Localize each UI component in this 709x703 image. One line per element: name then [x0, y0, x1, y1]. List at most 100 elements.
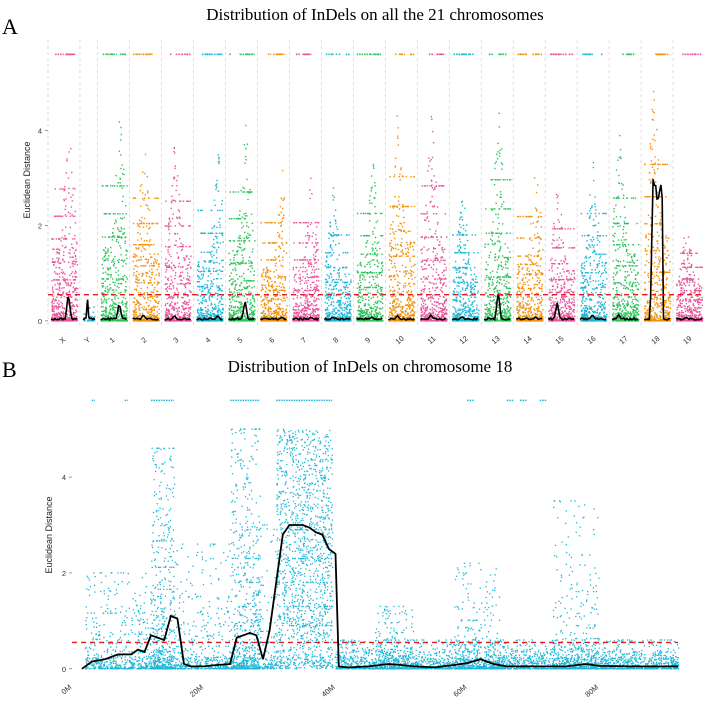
data-point [265, 291, 266, 292]
data-point [252, 251, 253, 252]
data-point [306, 295, 307, 296]
data-point [154, 259, 155, 260]
data-point [170, 276, 171, 277]
data-point [261, 275, 262, 276]
data-point [184, 260, 185, 261]
data-point [104, 315, 105, 316]
data-point [105, 247, 106, 248]
data-point [377, 220, 378, 221]
data-point [76, 311, 77, 312]
data-point [275, 265, 276, 266]
data-point [60, 240, 61, 241]
data-point [261, 312, 262, 313]
data-point [346, 286, 347, 287]
data-point [369, 312, 370, 313]
data-point [239, 302, 240, 303]
data-point [53, 292, 54, 293]
data-point [155, 261, 156, 262]
data-point [147, 311, 148, 312]
data-point [182, 271, 183, 272]
data-point [197, 312, 198, 313]
data-point [229, 276, 230, 277]
data-point [293, 288, 294, 289]
data-point [265, 276, 266, 277]
data-point [344, 287, 345, 288]
data-point [169, 288, 170, 289]
data-point [330, 244, 331, 245]
data-point [286, 305, 287, 306]
data-point [106, 273, 107, 274]
data-point [133, 261, 134, 262]
data-point [211, 315, 212, 316]
data-point [61, 297, 62, 298]
data-point [179, 211, 180, 212]
data-point [337, 273, 338, 274]
data-point [201, 286, 202, 287]
data-point [183, 201, 184, 202]
data-point [379, 248, 380, 249]
data-point [313, 301, 314, 302]
data-point [367, 213, 368, 214]
data-point [274, 303, 275, 304]
data-point [76, 241, 77, 242]
data-point [53, 303, 54, 304]
data-point [220, 278, 221, 279]
data-point [175, 201, 176, 202]
data-point [317, 310, 318, 311]
data-point [271, 242, 272, 243]
data-point [59, 276, 60, 277]
data-point [248, 227, 249, 228]
data-point [281, 220, 282, 221]
panel-a-chrom-3: 3 [161, 40, 191, 345]
data-point [315, 259, 316, 260]
data-point [222, 241, 223, 242]
data-point [335, 313, 336, 314]
data-point [119, 236, 120, 237]
data-point [180, 243, 181, 244]
data-point [309, 264, 310, 265]
data-point [346, 267, 347, 268]
data-point [181, 297, 182, 298]
data-point [203, 268, 204, 269]
data-point [229, 305, 230, 306]
data-point [220, 310, 221, 311]
data-point [350, 281, 351, 282]
data-point [267, 320, 268, 321]
data-point [135, 265, 136, 266]
data-point [262, 320, 263, 321]
data-point [300, 302, 301, 303]
panel-a-title: Distribution of InDels on all the 21 chr… [206, 5, 544, 24]
data-point [175, 240, 176, 241]
data-point [149, 270, 150, 271]
data-point [135, 197, 136, 198]
data-point [104, 298, 105, 299]
data-point [158, 275, 159, 276]
data-point [238, 218, 239, 219]
data-point [273, 292, 274, 293]
data-point [316, 304, 317, 305]
data-point [218, 158, 219, 159]
data-point [265, 313, 266, 314]
data-point [376, 272, 377, 273]
data-point [282, 218, 283, 219]
data-point [122, 276, 123, 277]
data-point [314, 272, 315, 273]
data-point [182, 305, 183, 306]
data-point [220, 312, 221, 313]
data-point [270, 320, 271, 321]
data-point [219, 270, 220, 271]
data-point [133, 316, 134, 317]
data-point [149, 245, 150, 246]
data-point [147, 244, 148, 245]
data-point [237, 262, 238, 263]
data-point [124, 275, 125, 276]
data-point [328, 277, 329, 278]
data-point [66, 320, 67, 321]
data-point [188, 259, 189, 260]
data-point [120, 278, 121, 279]
data-point [281, 198, 282, 199]
data-point [187, 304, 188, 305]
data-point [263, 269, 264, 270]
data-point [339, 272, 340, 273]
data-point [56, 257, 57, 258]
